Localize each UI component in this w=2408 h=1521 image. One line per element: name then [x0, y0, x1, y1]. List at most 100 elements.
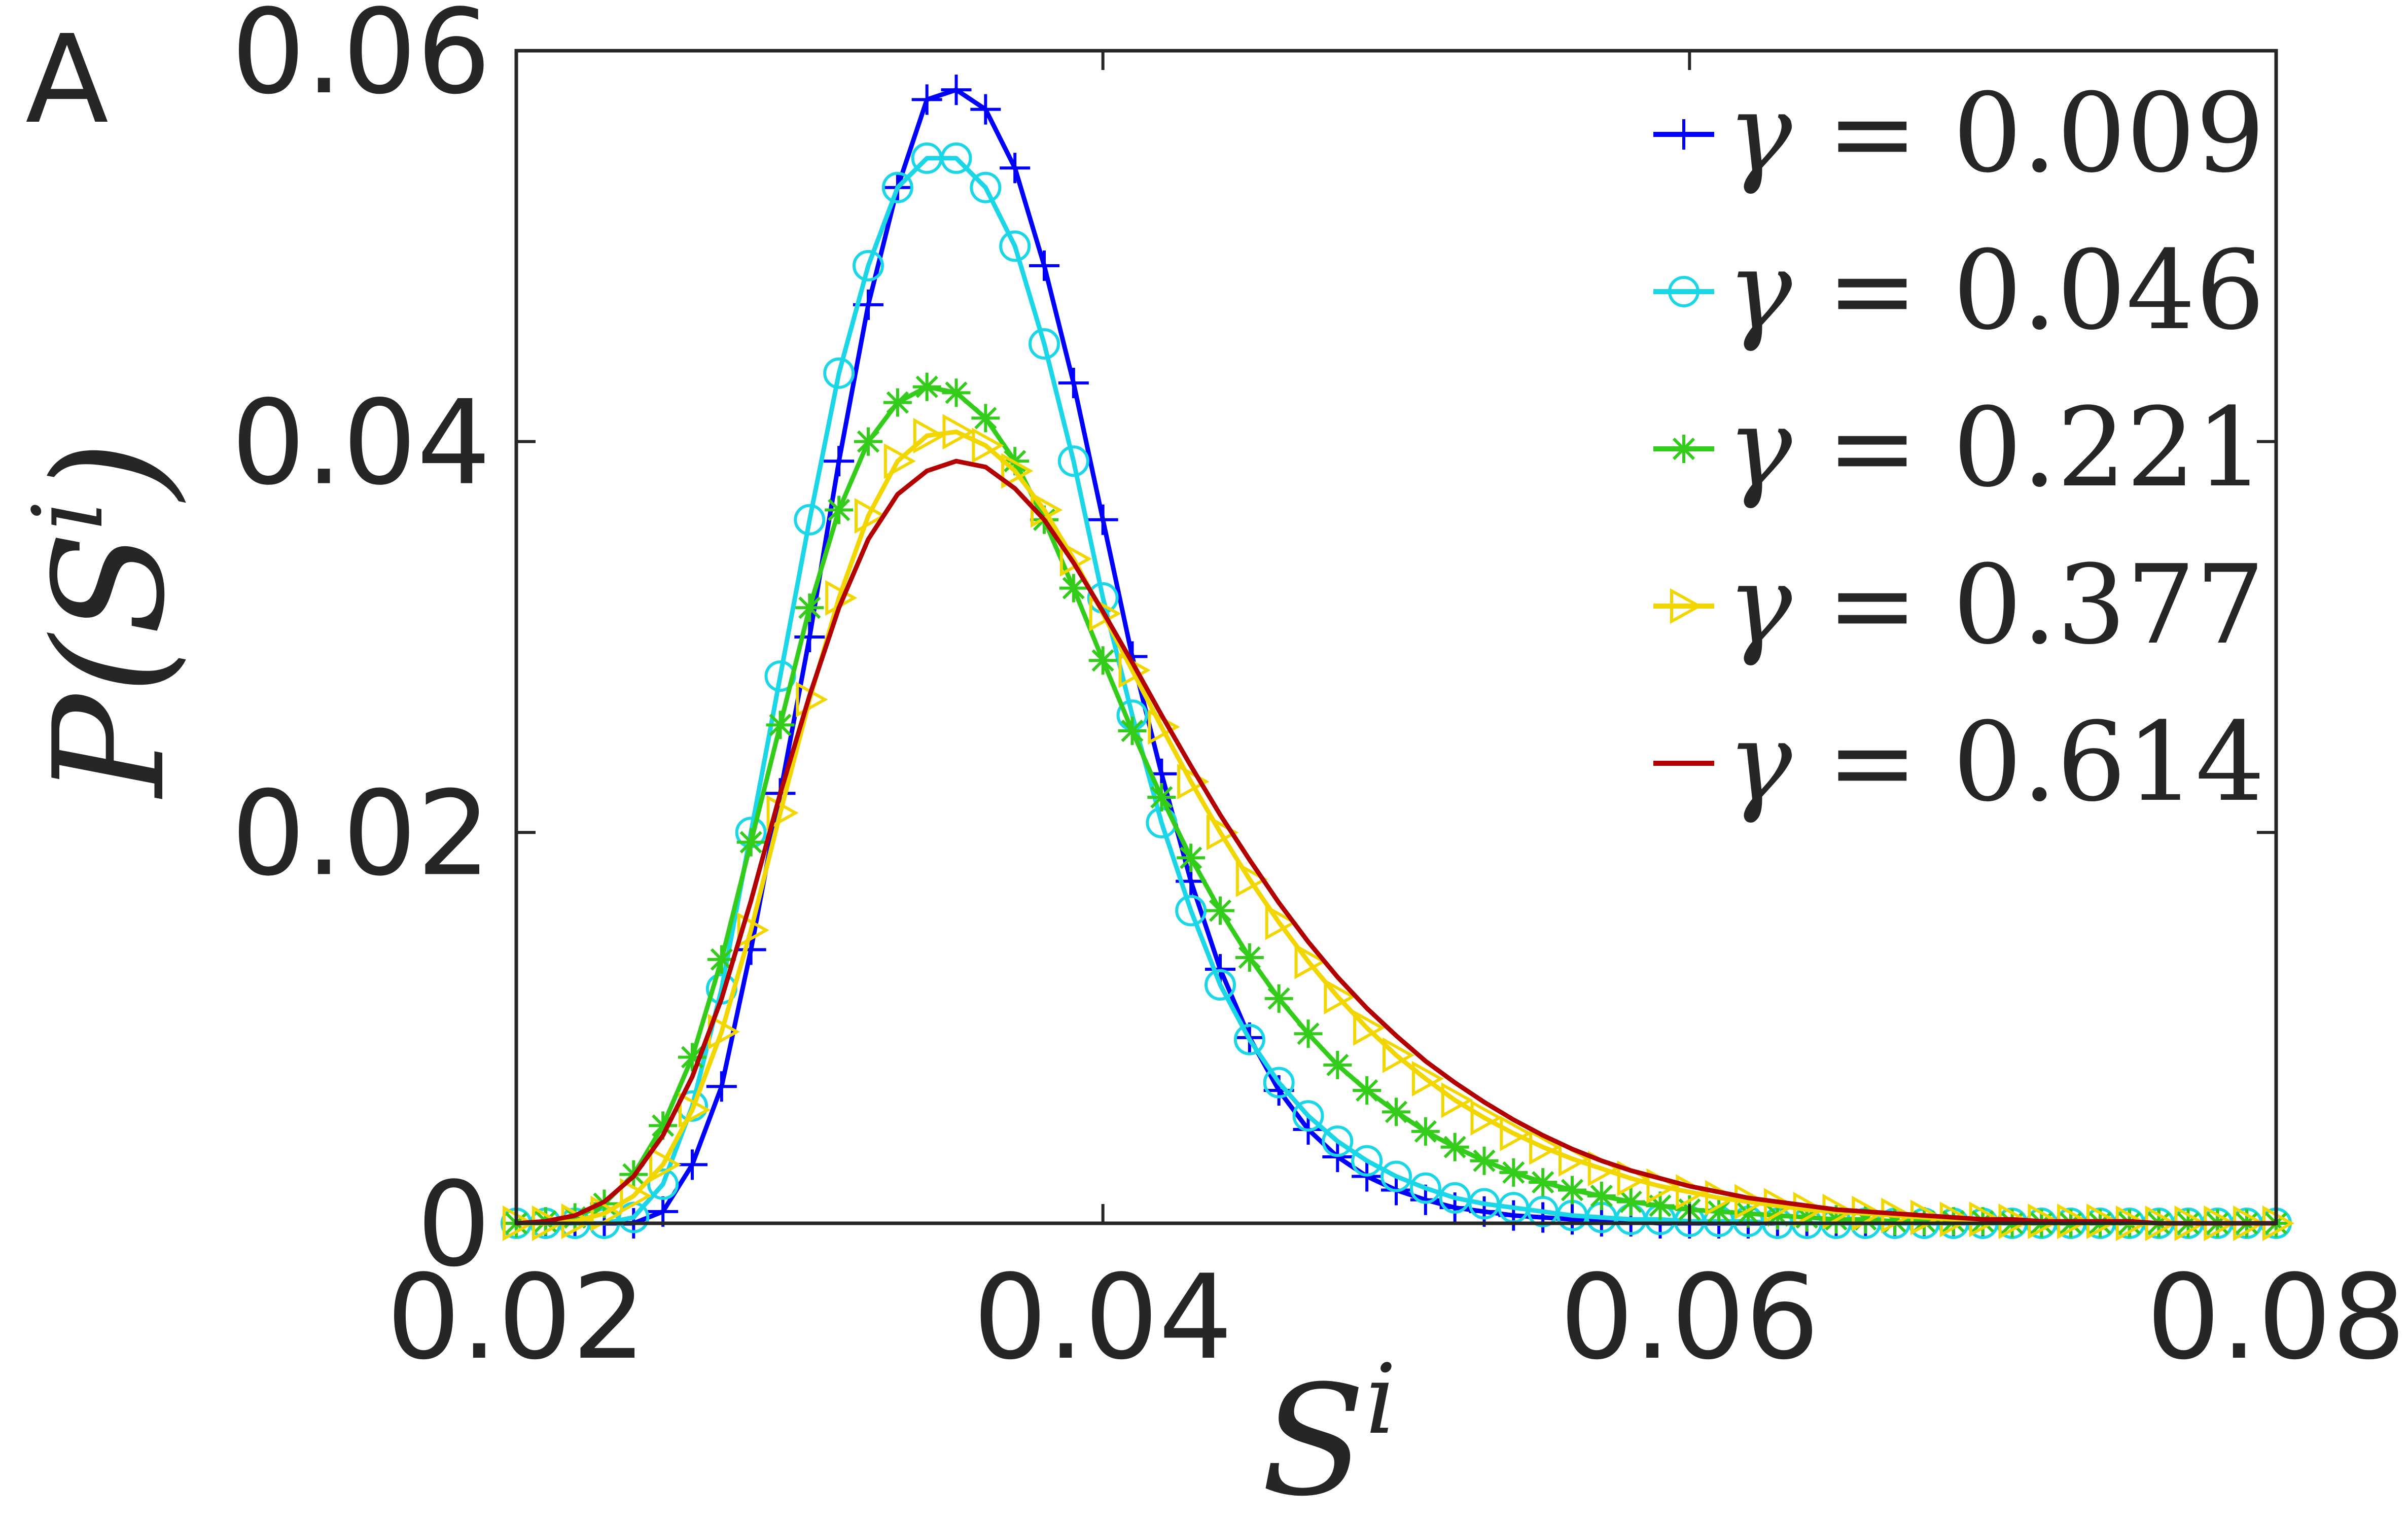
series-2-point	[1264, 984, 1293, 1013]
series-2-point	[1147, 783, 1176, 811]
series-3-point	[649, 1147, 682, 1183]
series-2-point	[1470, 1146, 1499, 1175]
series-3-point	[737, 912, 769, 948]
legend-symbol-1: γ	[1727, 227, 1792, 354]
series-1-point	[1057, 445, 1089, 477]
series-1-point	[1292, 1100, 1324, 1132]
series-3-point	[1763, 1188, 1796, 1224]
series-3-point	[1822, 1193, 1855, 1229]
series-3-point	[1207, 815, 1239, 851]
series-3-point	[1265, 904, 1297, 940]
series-2-point	[1851, 1205, 1880, 1234]
series-2-point	[854, 427, 882, 456]
y-axis-label-prefix: P(	[21, 630, 198, 799]
series-3-point	[1411, 1060, 1444, 1096]
series-2-point	[1088, 646, 1117, 675]
series-2-point	[942, 378, 971, 407]
series-2-point	[1910, 1207, 1938, 1236]
series-1-point	[940, 142, 972, 174]
series-1-point	[1233, 1023, 1265, 1055]
legend-label-0: γ = 0.009	[1727, 69, 2265, 197]
series-3-point	[1939, 1201, 1972, 1237]
legend-item-0: γ = 0.009	[1653, 69, 2265, 197]
series-2-point	[1118, 716, 1147, 745]
series-2-point	[1529, 1168, 1557, 1197]
series-0-point	[794, 622, 825, 652]
series-2-point	[1440, 1133, 1469, 1161]
series-2-point	[1705, 1197, 1733, 1226]
legend-item-3: γ = 0.377	[1653, 541, 2265, 668]
y-axis-label-base: S	[21, 531, 198, 635]
series-3-point	[1383, 1037, 1415, 1073]
legend-symbol-4: γ	[1727, 698, 1792, 826]
legend-label-3: γ = 0.377	[1727, 541, 2265, 668]
y-tick-label: 0.04	[231, 376, 491, 511]
series-0-point	[1029, 250, 1059, 281]
legend-marker-1	[1668, 276, 1699, 307]
series-2-point	[1382, 1098, 1410, 1126]
series-3-point	[1177, 764, 1210, 800]
legend-value-2: = 0.221	[1792, 384, 2265, 511]
series-1-point	[1205, 969, 1236, 1001]
series-0-point	[911, 84, 942, 115]
series-3-point	[972, 428, 1004, 464]
series-3-point	[1734, 1184, 1767, 1220]
panel-label: A	[25, 9, 109, 151]
series-2-point	[766, 711, 795, 739]
series-1-point	[647, 1168, 679, 1200]
legend-label-1: γ = 0.046	[1727, 227, 2265, 354]
series-1-point	[1380, 1160, 1412, 1192]
x-axis-label-base: S	[1261, 1353, 1366, 1518]
series-3-point	[1852, 1195, 1884, 1231]
series-1-point	[1322, 1125, 1354, 1157]
y-axis-label-sup: i	[12, 500, 124, 531]
legend-marker-2	[1670, 435, 1698, 463]
series-3-point	[620, 1178, 652, 1214]
x-tick-label: 0.04	[973, 1250, 1233, 1386]
series-0-point	[677, 1149, 707, 1180]
series-3-point	[1793, 1191, 1825, 1228]
series-0-point	[706, 1071, 737, 1102]
series-2-point	[1059, 574, 1088, 603]
legend-symbol-0: γ	[1727, 69, 1792, 197]
series-3-point	[1441, 1082, 1473, 1118]
series-0-point	[970, 94, 1001, 125]
series-1-point	[1029, 328, 1060, 360]
series-1-point	[999, 230, 1031, 262]
series-1-point	[1409, 1172, 1441, 1204]
series-2-point	[1294, 1019, 1323, 1048]
series-0-point	[941, 75, 972, 105]
series-4	[516, 458, 2276, 1226]
y-tick-label: 0	[417, 1157, 491, 1293]
series-0-point	[1000, 153, 1031, 184]
legend-value-1: = 0.046	[1792, 227, 2265, 354]
series-3-point	[913, 418, 945, 454]
x-axis-label: Si	[1261, 1343, 1396, 1518]
series-2-point	[1235, 943, 1264, 972]
series-3-point	[1500, 1115, 1532, 1151]
series-3-point	[1089, 595, 1121, 631]
series-2-point	[971, 404, 1000, 433]
series-3-point	[590, 1195, 623, 1231]
series-2-point	[912, 372, 941, 401]
series-1-point	[1439, 1182, 1471, 1214]
x-tick-label: 0.08	[2146, 1250, 2406, 1386]
series-1-point	[881, 171, 913, 203]
series-2-point	[649, 1111, 678, 1140]
legend-value-0: = 0.009	[1792, 69, 2265, 197]
series-2-point	[1616, 1187, 1645, 1216]
legend-marker-3	[1670, 588, 1703, 624]
tick-marks	[515, 49, 2278, 1225]
x-tick-label: 0.02	[386, 1250, 646, 1386]
series-3-point	[1324, 978, 1356, 1015]
series-3-point	[883, 443, 916, 479]
series-3-point	[1470, 1100, 1503, 1136]
series-2-point	[883, 388, 912, 417]
series-2-point	[1734, 1199, 1762, 1228]
